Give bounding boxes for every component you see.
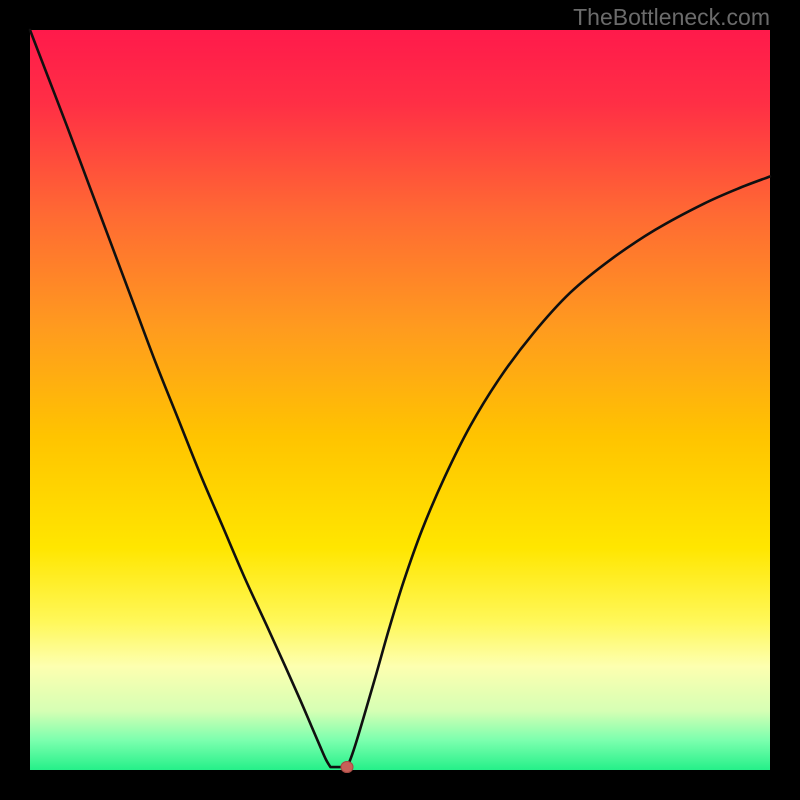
bottleneck-curve (30, 30, 770, 767)
plot-area (30, 30, 770, 770)
curve-layer (30, 30, 770, 770)
chart-stage: TheBottleneck.com (0, 0, 800, 800)
optimum-marker (340, 761, 353, 773)
watermark-text: TheBottleneck.com (573, 4, 770, 31)
